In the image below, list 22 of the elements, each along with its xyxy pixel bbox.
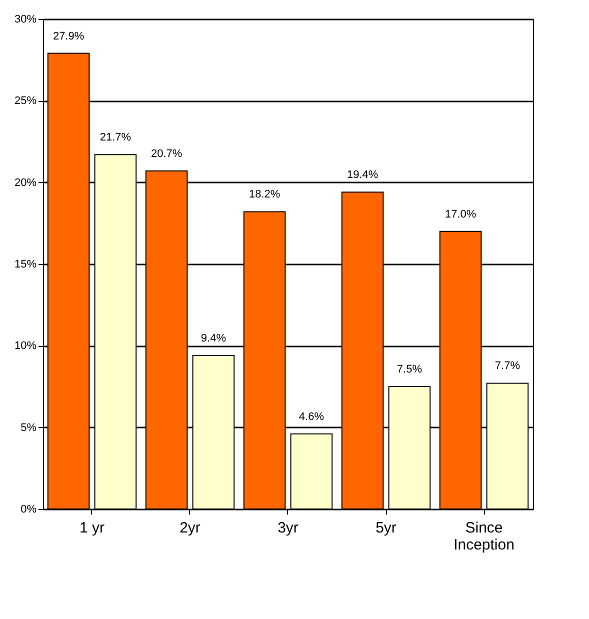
x-tick-label: Since Inception xyxy=(454,520,514,554)
y-tick-label: 15% xyxy=(14,258,37,270)
data-label: 4.6% xyxy=(298,410,324,423)
y-tick-label: 5% xyxy=(20,422,37,434)
y-tick-label: 30% xyxy=(14,14,37,26)
x-tick-label: 3yr xyxy=(278,520,298,536)
x-tick-label: 5yr xyxy=(376,520,396,536)
x-tick-label: 1 yr xyxy=(79,520,105,536)
x-tick-label: 2yr xyxy=(180,520,200,536)
y-tick-label: 25% xyxy=(14,95,37,108)
data-label: 9.4% xyxy=(200,332,226,344)
data-label: 20.7% xyxy=(150,148,182,160)
data-label: 19.4% xyxy=(346,169,378,182)
data-label: 27.9% xyxy=(52,30,84,42)
y-tick-label: 20% xyxy=(14,176,37,189)
data-label: 7.7% xyxy=(494,360,520,372)
data-label: 7.5% xyxy=(396,364,422,376)
data-label: 21.7% xyxy=(100,132,132,144)
data-label: 17.0% xyxy=(444,208,476,220)
y-tick-label: 0% xyxy=(20,504,37,516)
data-label: 18.2% xyxy=(248,188,280,201)
y-tick-label: 10% xyxy=(14,340,37,352)
